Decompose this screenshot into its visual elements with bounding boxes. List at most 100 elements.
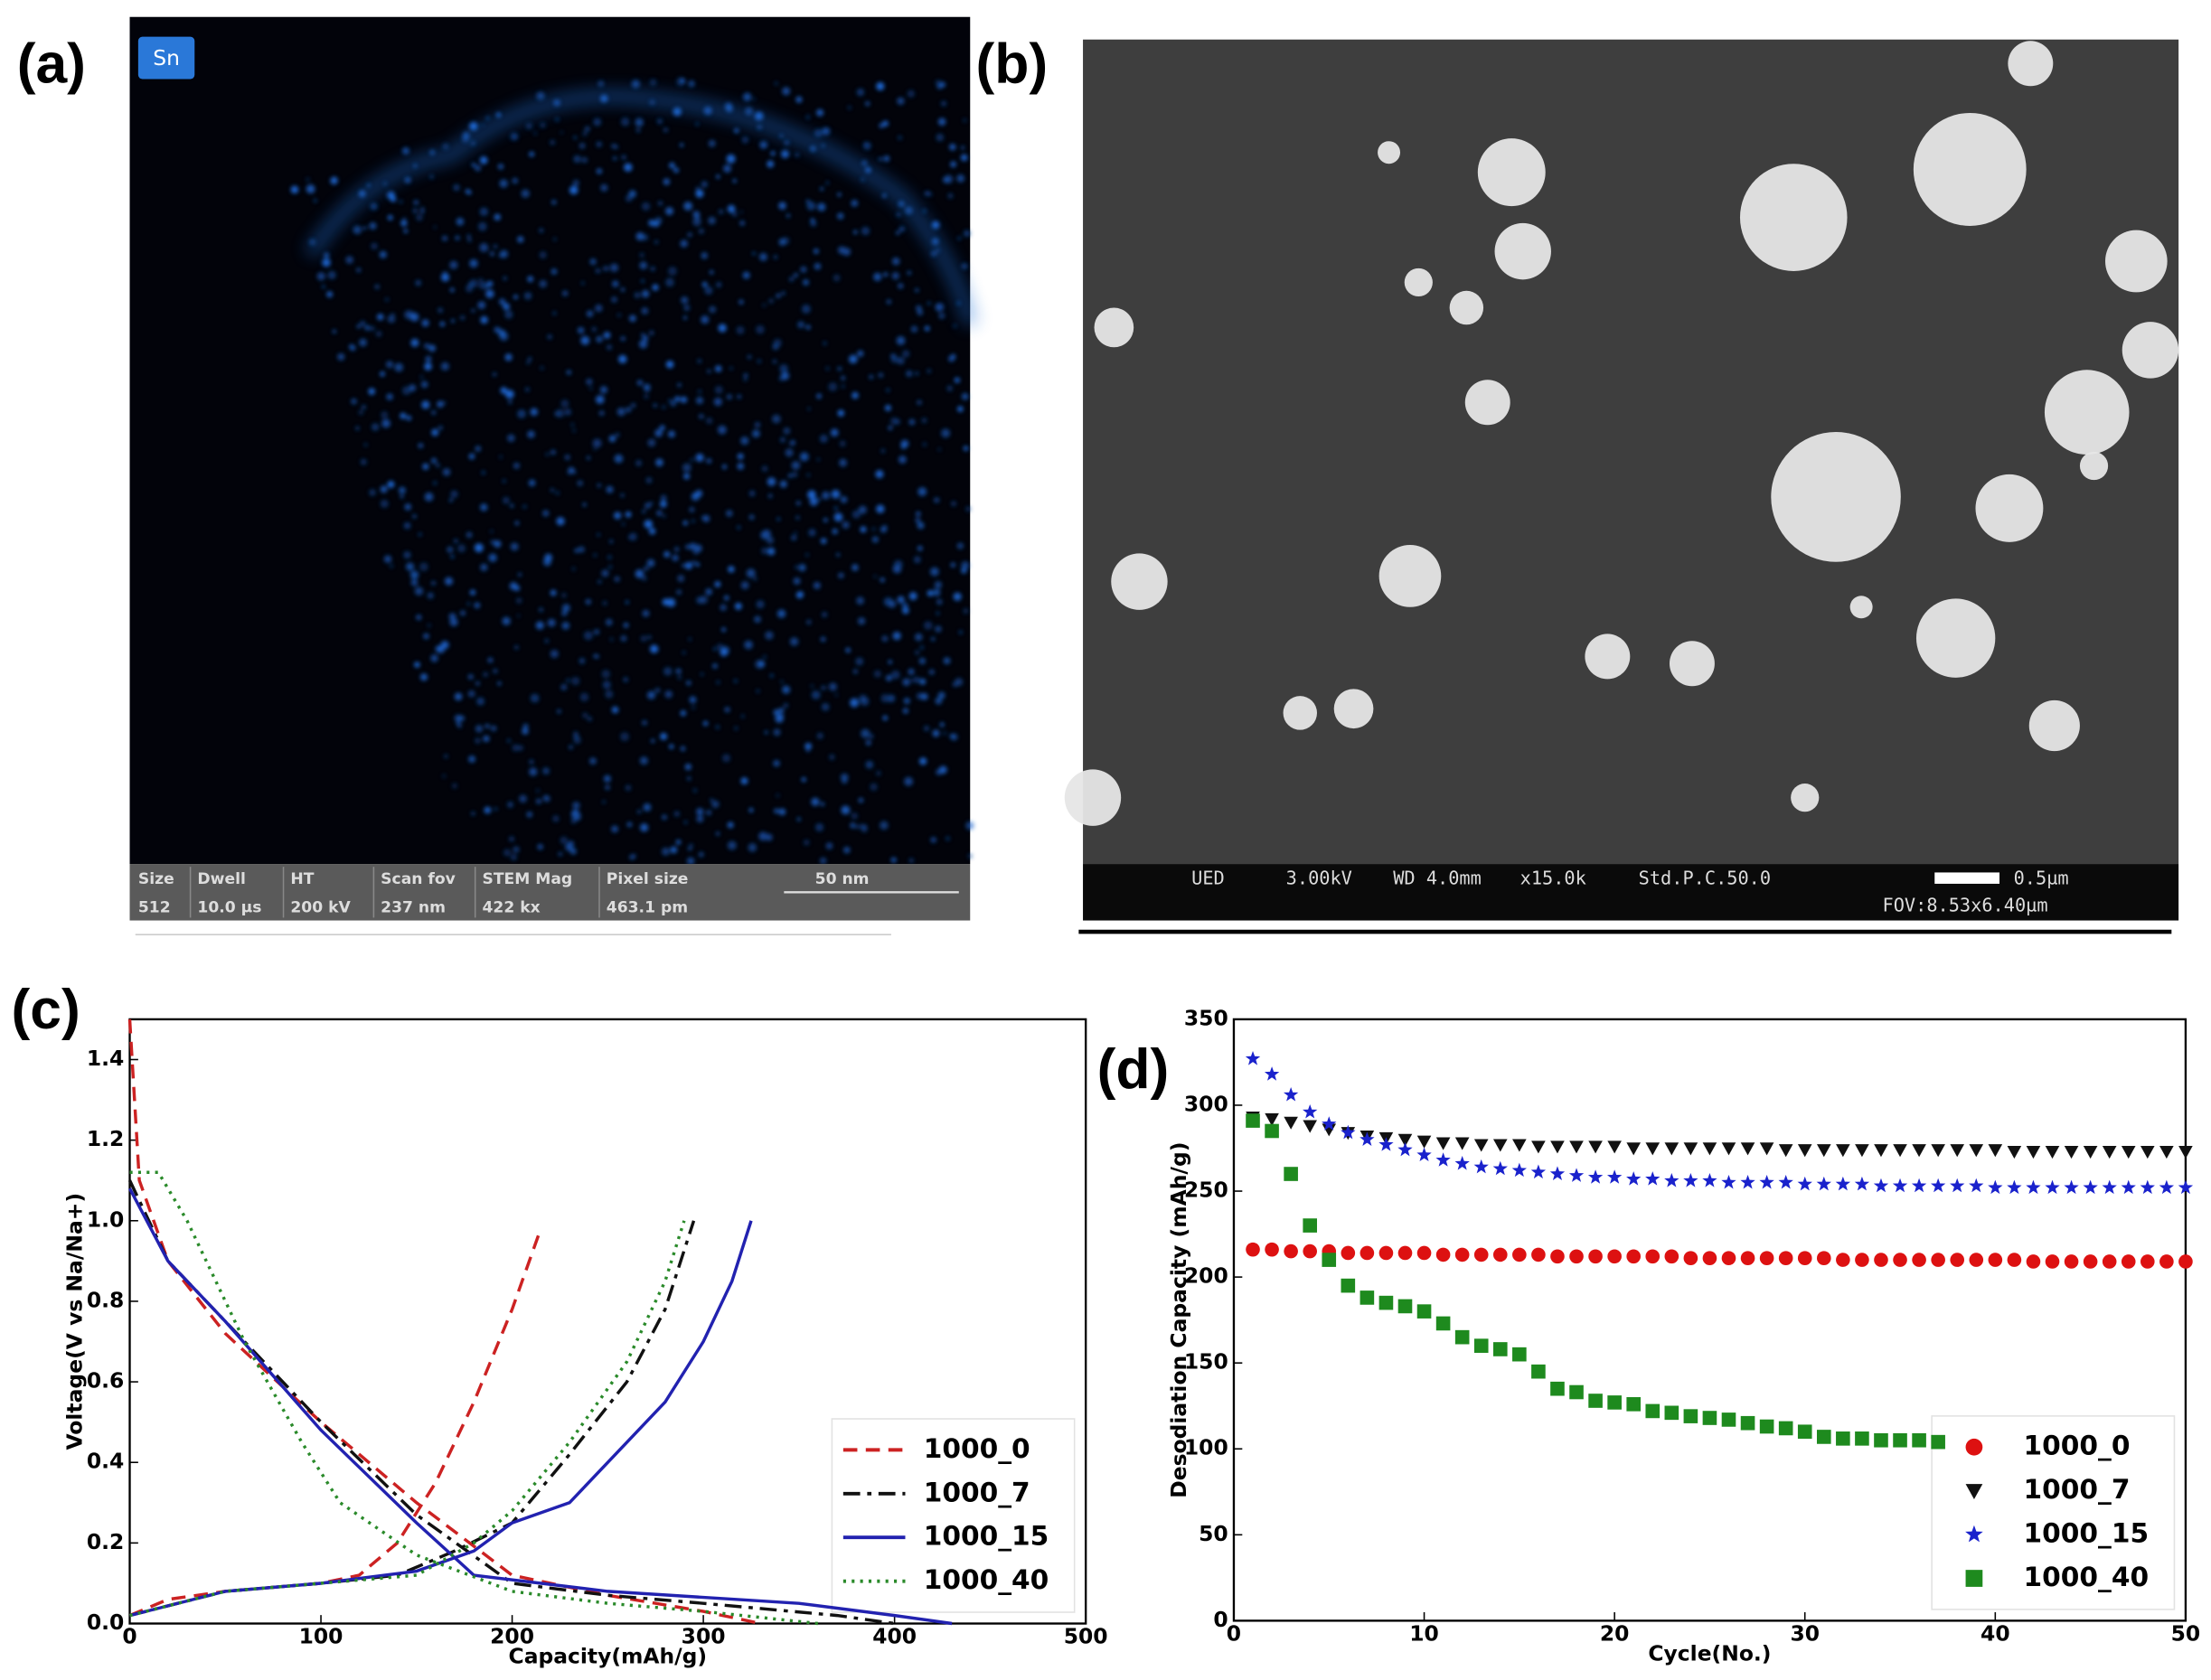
speckle: [828, 382, 838, 391]
speckle: [598, 410, 605, 416]
speckle: [961, 561, 970, 570]
speckle: [597, 579, 602, 584]
speckle: [687, 846, 692, 851]
speckle: [709, 270, 714, 275]
speckle: [891, 257, 900, 266]
speckle: [870, 783, 878, 791]
point: [1531, 1140, 1546, 1154]
speckle: [596, 335, 603, 343]
speckle: [466, 285, 474, 293]
y-tick-label: 50: [1199, 1521, 1228, 1546]
speckle: [950, 161, 956, 168]
point: [2102, 1146, 2117, 1159]
speckle: [810, 220, 817, 227]
speckle: [644, 393, 649, 399]
speckle: [963, 607, 969, 615]
speckle: [681, 296, 689, 305]
speckle: [611, 296, 617, 303]
speckle: [714, 581, 721, 587]
speckle: [494, 540, 502, 548]
point: [1855, 1431, 1869, 1446]
speckle: [834, 693, 839, 697]
speckle: [880, 577, 885, 583]
point: [2064, 1179, 2079, 1195]
speckle: [421, 319, 429, 327]
speckle: [676, 589, 682, 596]
point: [1568, 1168, 1585, 1182]
speckle: [544, 553, 552, 562]
speckle: [663, 667, 673, 676]
speckle: [856, 596, 864, 605]
speckle: [761, 547, 768, 555]
point: [1892, 1178, 1908, 1193]
speckle: [642, 510, 645, 513]
speckle: [809, 497, 818, 506]
speckle: [423, 633, 429, 640]
speckle: [901, 602, 908, 609]
speckle: [712, 647, 717, 651]
speckle: [816, 108, 824, 117]
speckle: [390, 195, 397, 202]
speckle: [741, 136, 749, 144]
speckle: [904, 776, 914, 786]
speckle: [587, 455, 590, 460]
speckle: [550, 589, 557, 596]
curve: [129, 1170, 819, 1626]
point: [1683, 1173, 1698, 1187]
speckle: [593, 553, 597, 558]
speckle: [776, 793, 780, 798]
y-tick-label: 150: [1184, 1349, 1228, 1375]
speckle: [773, 255, 778, 259]
speckle: [670, 846, 678, 854]
y-tick-label: 100: [1184, 1435, 1228, 1460]
speckle: [908, 418, 916, 426]
speckle: [838, 572, 844, 578]
x-tick-label: 20: [1600, 1620, 1630, 1646]
speckle: [932, 729, 940, 737]
speckle: [394, 362, 404, 372]
speckle: [785, 448, 794, 457]
speckle: [898, 283, 904, 289]
speckle: [513, 135, 517, 139]
speckle: [596, 141, 602, 147]
particle: [1739, 164, 1848, 271]
speckle: [956, 174, 965, 183]
panel-label: (a): [17, 32, 86, 95]
speckle: [845, 647, 851, 653]
speckle: [490, 251, 494, 257]
speckle: [614, 145, 618, 149]
speckle: [696, 596, 703, 605]
speckle: [529, 767, 538, 776]
point: [1454, 1156, 1470, 1170]
particle: [1669, 641, 1715, 687]
speckle: [936, 133, 945, 142]
speckle: [557, 709, 561, 714]
particle: [1849, 596, 1873, 619]
speckle: [642, 609, 650, 617]
speckle: [586, 378, 593, 386]
speckle: [663, 127, 668, 133]
speckle: [804, 840, 810, 846]
particle: [1464, 380, 1510, 426]
speckle: [820, 636, 826, 643]
point: [1931, 1253, 1945, 1267]
speckle: [539, 607, 543, 613]
speckle: [416, 213, 423, 221]
speckle: [908, 858, 914, 863]
speckle: [468, 453, 475, 460]
speckle: [702, 514, 710, 522]
speckle: [560, 399, 569, 408]
speckle: [825, 366, 830, 371]
speckle: [647, 438, 656, 447]
speckle: [589, 258, 597, 266]
point: [1835, 1176, 1851, 1191]
x-tick-label: 400: [872, 1624, 917, 1649]
speckle: [935, 80, 942, 86]
scale-label: 50 nm: [815, 870, 870, 888]
speckle: [722, 164, 732, 174]
speckle: [839, 458, 848, 467]
point: [2083, 1254, 2098, 1269]
speckle: [665, 277, 674, 287]
speckle: [418, 532, 422, 537]
speckle: [485, 289, 494, 298]
